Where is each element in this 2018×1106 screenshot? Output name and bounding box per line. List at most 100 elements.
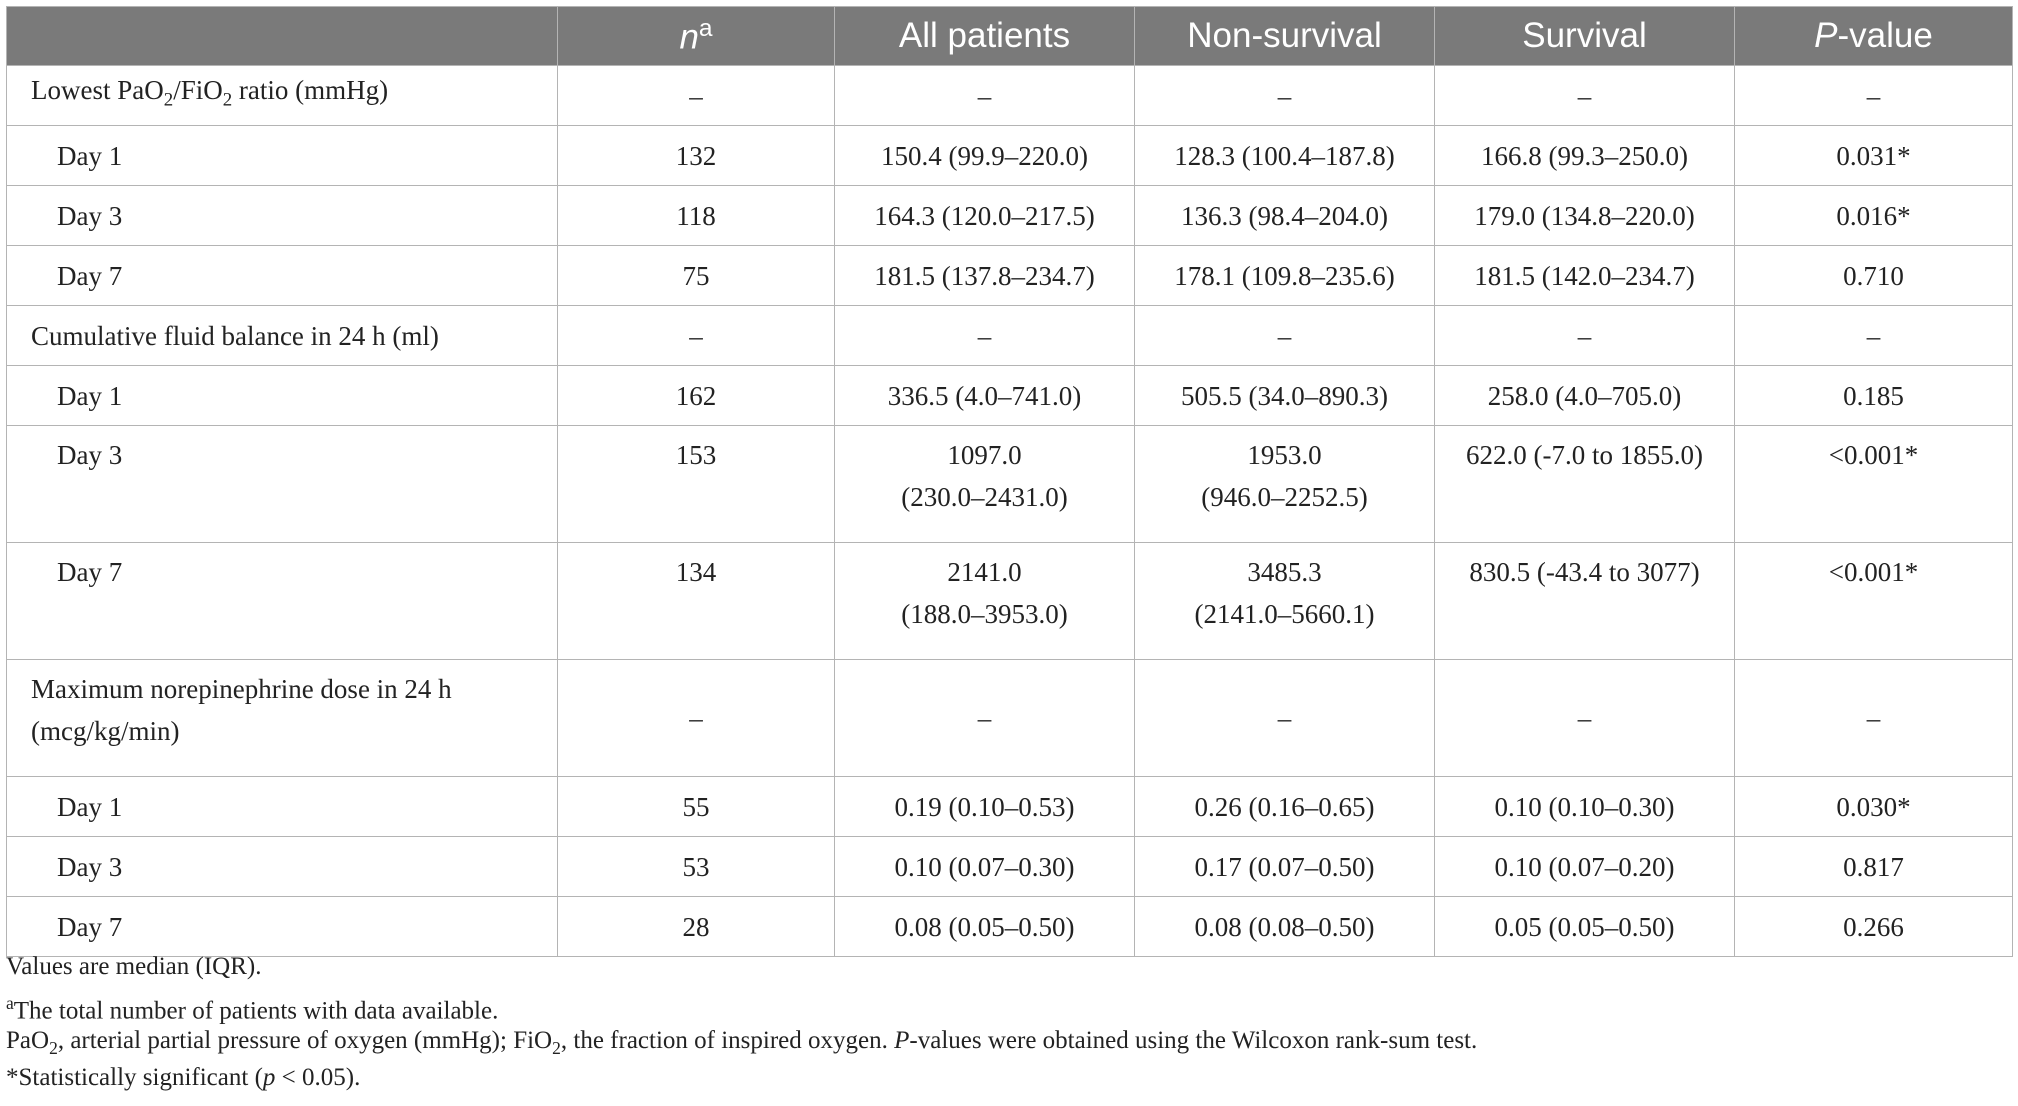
cell-p: 0.016* bbox=[1734, 185, 2013, 246]
note-italic: P bbox=[894, 1027, 910, 1054]
row-label: Maximum norepinephrine dose in 24 h (mcg/… bbox=[6, 659, 558, 777]
cell-all: 336.5 (4.0–741.0) bbox=[834, 365, 1135, 426]
note-sub: 2 bbox=[552, 1038, 561, 1058]
cell-n: 162 bbox=[557, 365, 835, 426]
label-part: /FiO bbox=[173, 75, 223, 106]
cell-n: – bbox=[557, 305, 835, 366]
cell-surv: 0.10 (0.07–0.20) bbox=[1434, 836, 1735, 897]
cell-nonsurv: 0.17 (0.07–0.50) bbox=[1134, 836, 1435, 897]
row-label: Lowest PaO2/FiO2 ratio (mmHg) bbox=[6, 65, 558, 126]
cell-all: – bbox=[834, 65, 1135, 126]
cell-all: 0.10 (0.07–0.30) bbox=[834, 836, 1135, 897]
row-label: Day 7 bbox=[6, 245, 558, 306]
cell-nonsurv: – bbox=[1134, 659, 1435, 777]
cell-p: – bbox=[1734, 65, 2013, 126]
note-part: < 0.05). bbox=[275, 1064, 361, 1091]
footnote-abbreviations: PaO2, arterial partial pressure of oxyge… bbox=[6, 1022, 2012, 1059]
table-row: Day 3 153 1097.0 (230.0–2431.0) 1953.0 (94… bbox=[6, 425, 2013, 543]
cell-n: 132 bbox=[557, 125, 835, 186]
row-label: Day 3 bbox=[6, 836, 558, 897]
cell-nonsurv: – bbox=[1134, 65, 1435, 126]
cell-surv: 0.05 (0.05–0.50) bbox=[1434, 896, 1735, 957]
header-p-rest: -value bbox=[1837, 16, 1933, 55]
footnote-values: Values are median (IQR). bbox=[6, 953, 262, 980]
cell-surv: 179.0 (134.8–220.0) bbox=[1434, 185, 1735, 246]
cell-nonsurv: 178.1 (109.8–235.6) bbox=[1134, 245, 1435, 306]
cell-p: 0.710 bbox=[1734, 245, 2013, 306]
table-row: Day 7 28 0.08 (0.05–0.50) 0.08 (0.08–0.5… bbox=[6, 896, 2013, 957]
footnote-a: aThe total number of patients with data … bbox=[6, 985, 2012, 1025]
cell-nonsurv: 3485.3 (2141.0–5660.1) bbox=[1134, 542, 1435, 660]
table-row: Day 3 53 0.10 (0.07–0.30) 0.17 (0.07–0.5… bbox=[6, 836, 2013, 897]
table-row: Cumulative fluid balance in 24 h (ml) – … bbox=[6, 305, 2013, 366]
cell-nonsurv: 136.3 (98.4–204.0) bbox=[1134, 185, 1435, 246]
note-italic: p bbox=[262, 1064, 276, 1091]
cell-nonsurv: 505.5 (34.0–890.3) bbox=[1134, 365, 1435, 426]
table-row: Day 1 132 150.4 (99.9–220.0) 128.3 (100.… bbox=[6, 125, 2013, 186]
cell-surv: 830.5 (-43.4 to 3077) bbox=[1434, 542, 1735, 660]
cell-n: 53 bbox=[557, 836, 835, 897]
cell-n: – bbox=[557, 65, 835, 126]
note-sub: 2 bbox=[49, 1038, 58, 1058]
label-line: (mcg/kg/min) bbox=[31, 716, 180, 746]
header-non-survival: Non-survival bbox=[1134, 6, 1435, 66]
cell-all: – bbox=[834, 305, 1135, 366]
cell-p: – bbox=[1734, 305, 2013, 366]
label-sub: 2 bbox=[222, 89, 233, 111]
cell-line: (946.0–2252.5) bbox=[1201, 482, 1368, 512]
row-label: Day 1 bbox=[6, 776, 558, 837]
table-row: Maximum norepinephrine dose in 24 h (mcg/… bbox=[6, 659, 2013, 777]
cell-surv: 181.5 (142.0–234.7) bbox=[1434, 245, 1735, 306]
row-label: Day 7 bbox=[6, 542, 558, 660]
cell-line: (2141.0–5660.1) bbox=[1194, 599, 1375, 629]
footnote-a-text: The total number of patients with data a… bbox=[13, 997, 499, 1025]
cell-p: 0.031* bbox=[1734, 125, 2013, 186]
cell-surv: 0.10 (0.10–0.30) bbox=[1434, 776, 1735, 837]
cell-surv: – bbox=[1434, 305, 1735, 366]
cell-p: 0.266 bbox=[1734, 896, 2013, 957]
row-label: Day 7 bbox=[6, 896, 558, 957]
header-row: na All patients Non-survival Survival P-… bbox=[6, 6, 2013, 66]
table-footnotes: Values are median (IQR). aThe total numb… bbox=[6, 948, 2012, 1096]
cell-nonsurv: 0.26 (0.16–0.65) bbox=[1134, 776, 1435, 837]
cell-line: (230.0–2431.0) bbox=[901, 482, 1068, 512]
cell-p: <0.001* bbox=[1734, 542, 2013, 660]
table-container: na All patients Non-survival Survival P-… bbox=[6, 6, 2013, 957]
header-n-sup: a bbox=[698, 14, 713, 42]
cell-all: 1097.0 (230.0–2431.0) bbox=[834, 425, 1135, 543]
cell-all: 0.19 (0.10–0.53) bbox=[834, 776, 1135, 837]
header-survival: Survival bbox=[1434, 6, 1735, 66]
cell-all: 164.3 (120.0–217.5) bbox=[834, 185, 1135, 246]
cell-all: 150.4 (99.9–220.0) bbox=[834, 125, 1135, 186]
footnote-a-sup: a bbox=[6, 993, 14, 1013]
row-label: Day 1 bbox=[6, 365, 558, 426]
cell-n: 153 bbox=[557, 425, 835, 543]
cell-n: 75 bbox=[557, 245, 835, 306]
cell-line: (188.0–3953.0) bbox=[901, 599, 1068, 629]
results-table: na All patients Non-survival Survival P-… bbox=[6, 6, 2013, 957]
header-label bbox=[6, 6, 558, 66]
header-n: na bbox=[557, 6, 835, 66]
cell-all: – bbox=[834, 659, 1135, 777]
label-line: Maximum norepinephrine dose in 24 h bbox=[31, 674, 452, 704]
cell-surv: – bbox=[1434, 65, 1735, 126]
cell-p: – bbox=[1734, 659, 2013, 777]
header-all-patients: All patients bbox=[834, 6, 1135, 66]
table-row: Day 7 75 181.5 (137.8–234.7) 178.1 (109.… bbox=[6, 245, 2013, 306]
cell-line: 3485.3 bbox=[1247, 557, 1322, 587]
table-row: Day 1 162 336.5 (4.0–741.0) 505.5 (34.0–… bbox=[6, 365, 2013, 426]
label-sub: 2 bbox=[163, 89, 174, 111]
header-p-value: P-value bbox=[1734, 6, 2013, 66]
label-part: ratio (mmHg) bbox=[232, 75, 389, 106]
footnote-significance: *Statistically significant (p < 0.05). bbox=[6, 1059, 2012, 1096]
cell-n: 55 bbox=[557, 776, 835, 837]
cell-p: <0.001* bbox=[1734, 425, 2013, 543]
label-part: Lowest PaO bbox=[31, 75, 164, 106]
table-row: Lowest PaO2/FiO2 ratio (mmHg) – – – – – bbox=[6, 65, 2013, 126]
row-label: Cumulative fluid balance in 24 h (ml) bbox=[6, 305, 558, 366]
cell-surv: 166.8 (99.3–250.0) bbox=[1434, 125, 1735, 186]
cell-surv: – bbox=[1434, 659, 1735, 777]
cell-all: 2141.0 (188.0–3953.0) bbox=[834, 542, 1135, 660]
cell-n: 118 bbox=[557, 185, 835, 246]
row-label: Day 3 bbox=[6, 185, 558, 246]
